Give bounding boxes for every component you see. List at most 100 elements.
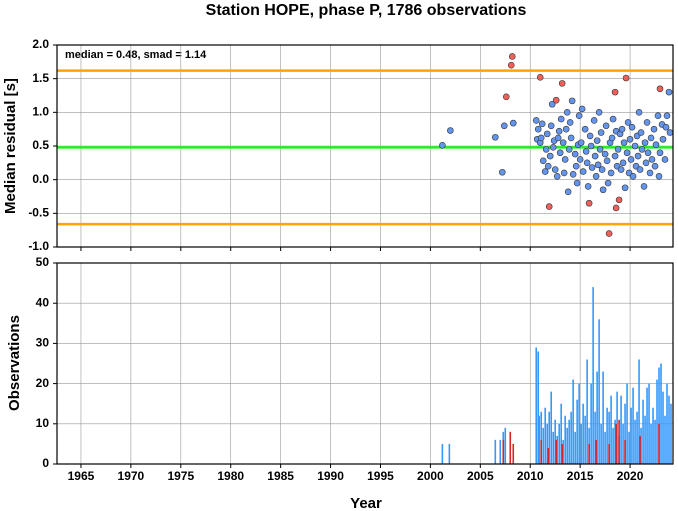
bar (618, 419, 620, 464)
plot-frame (56, 262, 674, 465)
point (562, 125, 570, 133)
bar (509, 431, 512, 464)
bar (502, 439, 505, 464)
point (624, 119, 632, 126)
bar (658, 423, 660, 464)
point (644, 149, 652, 157)
point (583, 159, 591, 167)
point (615, 196, 623, 204)
x-tick-label: 1970 (118, 469, 145, 483)
point (569, 170, 577, 178)
bar (639, 435, 641, 464)
bar (630, 407, 632, 464)
point (586, 132, 594, 140)
point (607, 169, 615, 177)
y-axis-label: Median residual [s] (2, 78, 19, 214)
point (627, 156, 635, 163)
bar (542, 427, 545, 464)
y-tick-label: 2.0 (32, 37, 49, 51)
point (612, 204, 620, 212)
point (598, 166, 606, 173)
bar (648, 383, 650, 464)
point (654, 112, 662, 119)
bar (624, 403, 626, 464)
point (439, 142, 446, 149)
point (581, 125, 589, 133)
point (498, 168, 506, 176)
point (666, 129, 673, 136)
bar (572, 379, 574, 464)
point (532, 117, 540, 124)
point (592, 173, 600, 180)
point (614, 146, 622, 153)
bar (588, 443, 590, 464)
chart-title: Station HOPE, phase P, 1786 observations (206, 2, 527, 19)
bar (561, 443, 563, 464)
point (554, 134, 562, 142)
bar (638, 359, 640, 464)
bar (576, 399, 578, 464)
point (621, 184, 629, 192)
bar (570, 411, 572, 464)
y-tick-label: 10 (36, 416, 50, 430)
bar (544, 407, 547, 464)
bar (636, 411, 638, 464)
point (611, 152, 619, 160)
bar (448, 443, 451, 464)
point (509, 119, 517, 127)
bar (594, 411, 596, 464)
y-tick-label: -1.0 (28, 239, 49, 253)
point (638, 146, 646, 153)
point (597, 129, 605, 136)
point (556, 149, 564, 157)
bar (634, 419, 636, 464)
point (599, 186, 607, 194)
bar (512, 443, 515, 464)
bar (574, 431, 576, 464)
bar (644, 415, 646, 464)
bar (598, 319, 600, 464)
bar (626, 383, 628, 464)
x-tick-label: 2020 (617, 469, 644, 483)
bar (632, 387, 634, 464)
bar (646, 387, 648, 464)
point (593, 137, 601, 144)
bar (564, 415, 566, 464)
point (617, 166, 625, 173)
point (661, 156, 669, 163)
x-tick-label: 2000 (417, 469, 444, 483)
point (549, 144, 557, 151)
bar (660, 363, 662, 464)
bar (552, 431, 554, 464)
point (629, 173, 637, 180)
bar (654, 419, 656, 464)
plot-area (441, 287, 672, 464)
point (620, 139, 628, 146)
y-tick-label: 0 (42, 456, 49, 470)
annotation: median = 0.48, smad = 1.14 (65, 49, 207, 61)
bar (582, 403, 584, 464)
point (561, 156, 569, 163)
point (582, 148, 590, 155)
bar (540, 439, 543, 464)
bar (624, 439, 626, 464)
y-tick-label: 40 (36, 295, 50, 309)
bar (612, 427, 614, 464)
bar (608, 411, 610, 464)
bar (666, 383, 668, 464)
point (588, 164, 596, 171)
point (643, 119, 651, 126)
bar (610, 395, 612, 464)
point (447, 127, 454, 134)
point (651, 162, 659, 170)
point (611, 88, 619, 96)
y-tick-label: 0.5 (32, 138, 49, 152)
point (568, 97, 576, 105)
bar (642, 399, 644, 464)
point (555, 127, 563, 135)
bar (650, 423, 652, 464)
point (507, 61, 515, 69)
point (544, 162, 552, 170)
bar (568, 419, 570, 464)
point (636, 166, 644, 173)
